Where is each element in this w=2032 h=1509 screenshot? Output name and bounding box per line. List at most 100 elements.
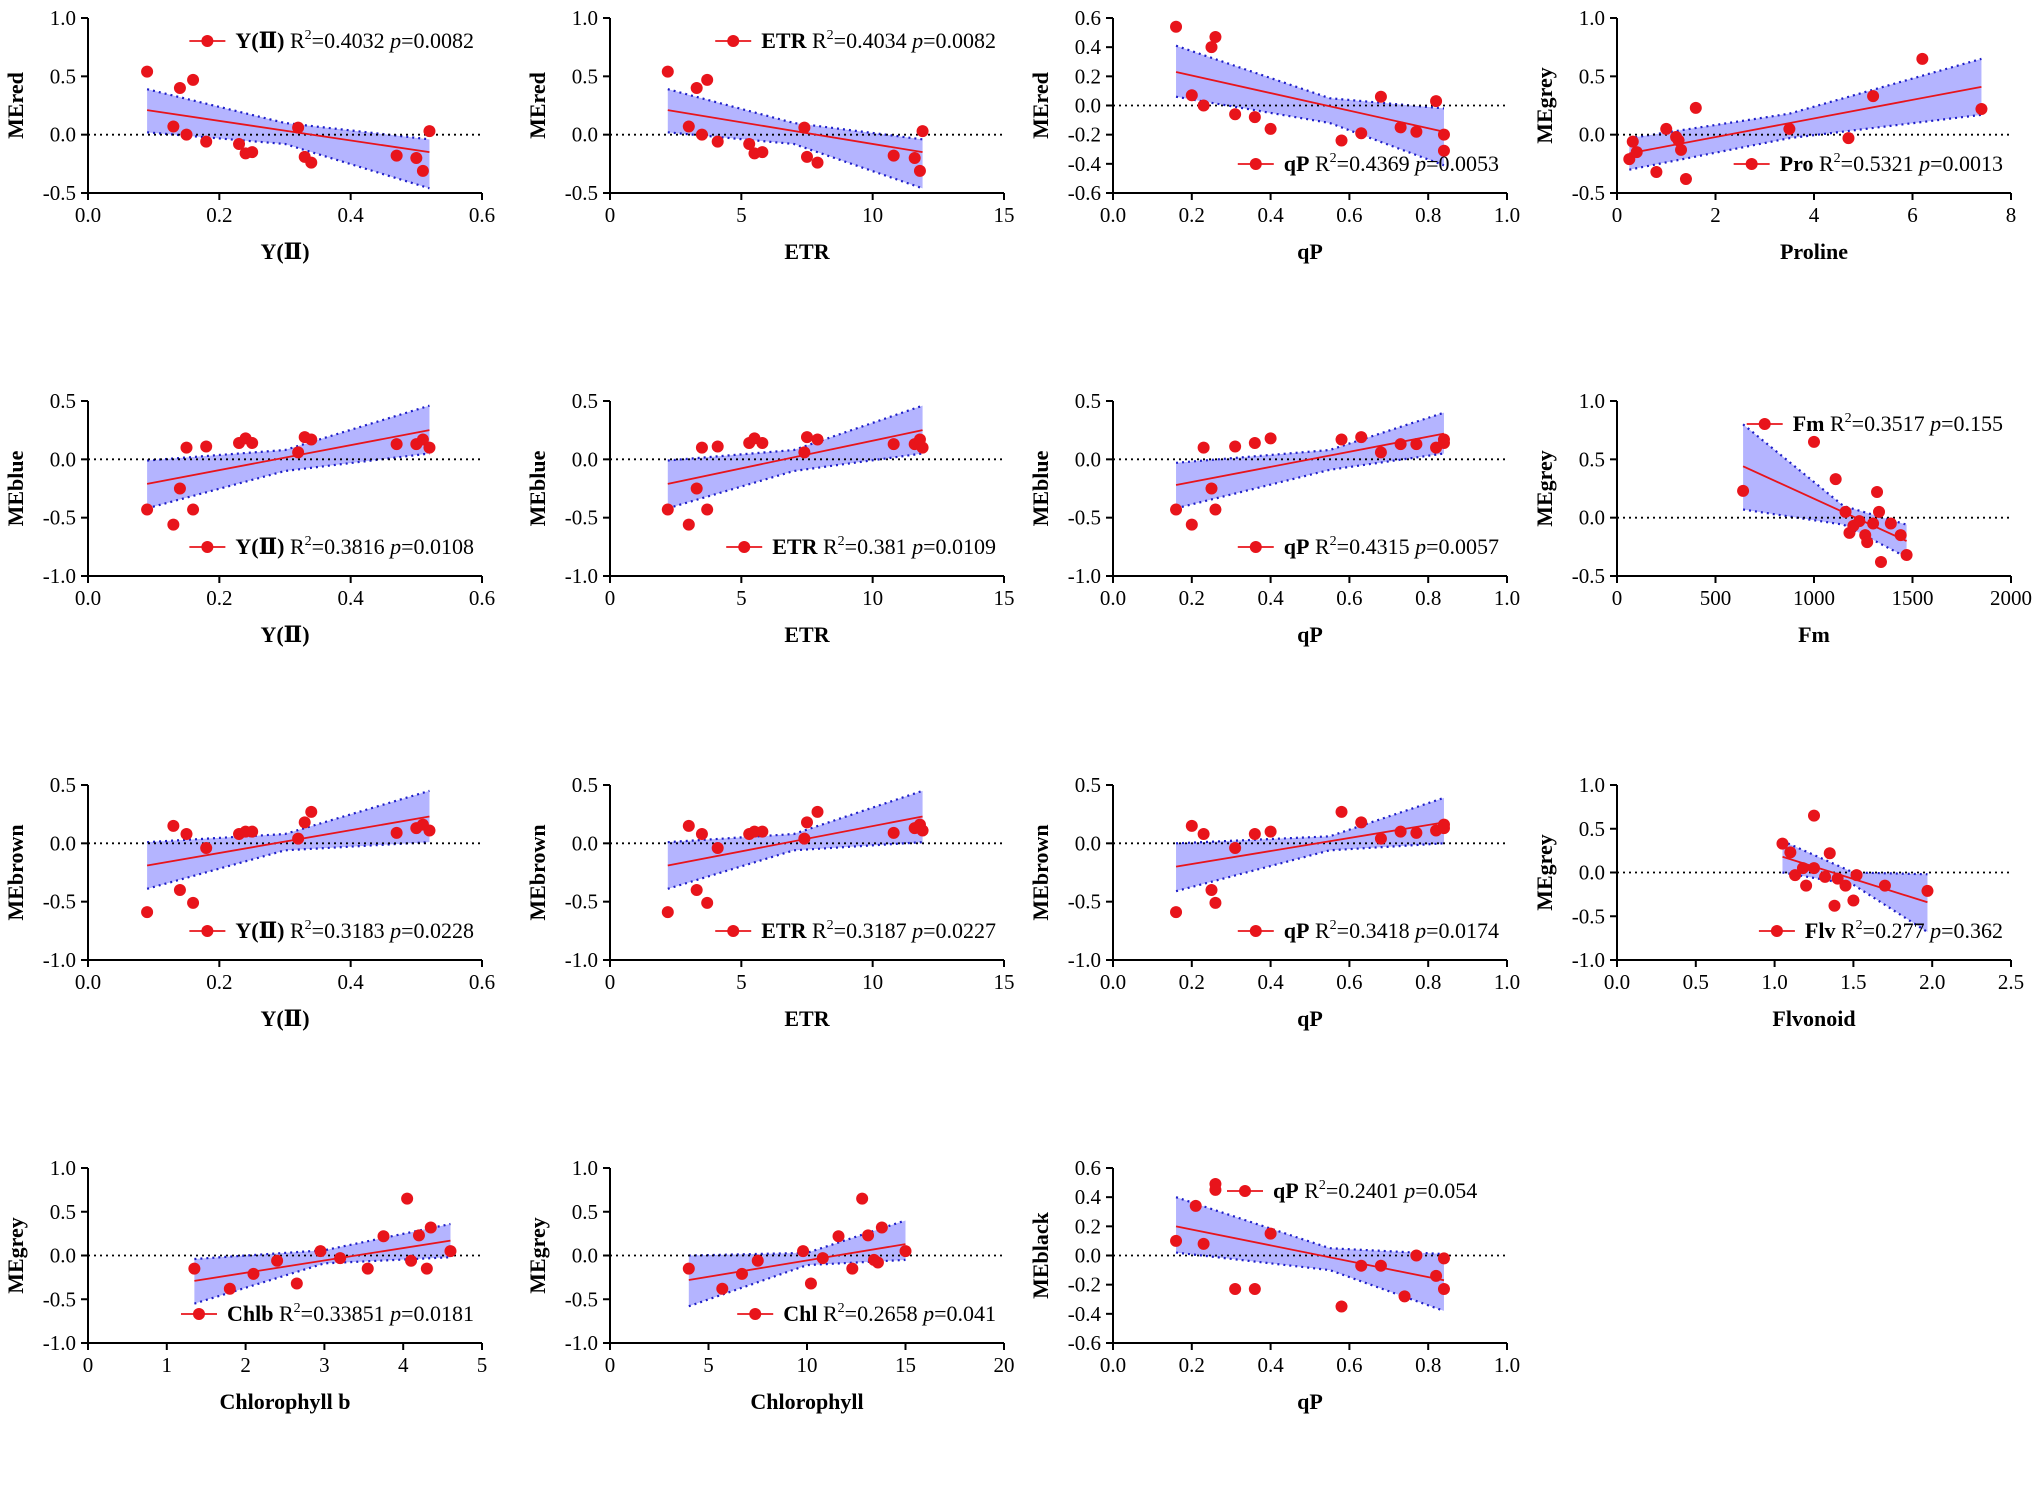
data-point (1871, 486, 1884, 498)
y-tick-label: 0.0 (50, 123, 76, 147)
band-upper-border (667, 789, 923, 844)
band-lower-border (1175, 452, 1445, 510)
y-tick-label: 0.5 (50, 64, 76, 88)
x-tick-label: 1000 (1793, 586, 1835, 610)
data-point (711, 842, 724, 854)
data-point (200, 440, 213, 453)
x-tick-label: 1 (162, 1353, 173, 1377)
data-point (292, 832, 305, 845)
legend-text: ETR R2=0.3187 p=0.0227 (761, 918, 996, 943)
regression-line (667, 429, 923, 485)
data-point (1626, 135, 1639, 148)
y-tick-label: 0.0 (50, 447, 76, 471)
y-tick-label: -1.0 (565, 564, 598, 588)
data-point (711, 440, 724, 453)
data-point (187, 503, 200, 516)
data-point (141, 503, 154, 516)
data-point (1197, 1237, 1210, 1250)
x-tick-label: 0.0 (75, 586, 101, 610)
data-point (743, 138, 756, 150)
legend-point-marker (1770, 925, 1783, 937)
data-point (735, 1267, 748, 1280)
x-tick-label: 0.4 (338, 970, 365, 994)
data-point (1355, 816, 1368, 829)
x-axis-label: Chlorophyll (750, 1389, 863, 1414)
legend: qP R2=0.2401 p=0.054 (1227, 1178, 1477, 1203)
x-tick-label: 0.2 (1179, 970, 1205, 994)
data-point (701, 503, 714, 516)
y-tick-label: -1.0 (43, 948, 76, 972)
data-point (1209, 30, 1222, 43)
x-axis-label: ETR (784, 1006, 830, 1031)
data-point (1430, 1269, 1443, 1282)
data-point (1842, 132, 1855, 145)
data-point (1355, 1259, 1368, 1272)
data-point (401, 1192, 414, 1205)
data-point (1437, 1252, 1450, 1265)
panel-15: -0.6 -0.4 -0.2 0.0 0.2 0.4 0.6 0.0 0.2 0.4 0.6 0.8 1… (1028, 1156, 1520, 1414)
x-tick-label: 4 (1809, 203, 1820, 227)
data-point (798, 121, 811, 134)
y-tick-label: 0.5 (50, 773, 76, 797)
data-point (1410, 438, 1423, 451)
data-point (305, 433, 318, 446)
regression-line (194, 1239, 451, 1282)
x-axis-label: Proline (1780, 239, 1848, 264)
x-axis-label: ETR (784, 622, 830, 647)
data-point (797, 1245, 810, 1258)
data-point (798, 832, 811, 845)
data-point (187, 73, 200, 86)
legend: Y(Ⅱ) R2=0.4032 p=0.0082 (189, 28, 474, 53)
data-point (1229, 440, 1242, 453)
data-point (416, 164, 429, 177)
y-tick-label: 0.0 (1075, 1244, 1101, 1268)
legend-text: qP R2=0.4315 p=0.0057 (1284, 534, 1499, 559)
data-point (1783, 122, 1796, 135)
data-point (690, 482, 703, 495)
y-axis-label: MEgrey (1532, 67, 1557, 144)
y-tick-label: 0.4 (1075, 1185, 1102, 1209)
data-point (1975, 103, 1988, 115)
y-tick-label: 0.0 (1075, 94, 1101, 118)
x-tick-label: 0.2 (1179, 1353, 1205, 1377)
x-tick-label: 0.4 (1257, 1353, 1284, 1377)
y-tick-label: 0.5 (1579, 64, 1605, 88)
data-point (1839, 505, 1852, 518)
data-point (1808, 435, 1820, 448)
data-point (200, 135, 213, 148)
band-upper-border (667, 88, 923, 141)
data-point (292, 121, 305, 134)
data-point (200, 842, 213, 854)
y-tick-label: 1.0 (50, 6, 76, 30)
x-tick-label: 0.0 (1100, 1353, 1126, 1377)
y-tick-label: -0.2 (1068, 1273, 1101, 1297)
data-point (661, 65, 674, 78)
y-tick-label: -0.5 (43, 181, 76, 205)
data-point (1847, 894, 1860, 907)
data-point (1229, 1283, 1242, 1296)
band-upper-border (1742, 423, 1907, 526)
data-point (1867, 90, 1880, 103)
data-point (811, 805, 824, 818)
x-tick-label: 6 (1907, 203, 1918, 227)
x-tick-label: 0 (1612, 203, 1623, 227)
legend-text: Y(Ⅱ) R2=0.3816 p=0.0108 (235, 534, 474, 559)
data-point (423, 125, 436, 138)
data-point (412, 1229, 425, 1242)
x-tick-label: 0 (605, 586, 616, 610)
data-point (390, 438, 403, 451)
data-point (1335, 134, 1348, 147)
regression-line (667, 815, 923, 867)
legend-point-marker (727, 35, 740, 47)
data-point (811, 433, 824, 446)
data-point (1205, 884, 1218, 896)
band-upper-border (147, 789, 430, 844)
data-point (1894, 529, 1907, 542)
data-point (1197, 441, 1210, 454)
x-tick-label: 10 (862, 586, 883, 610)
y-tick-label: -0.5 (565, 506, 598, 530)
y-tick-label: 1.0 (572, 1156, 598, 1180)
data-point (701, 896, 714, 909)
x-tick-label: 15 (994, 970, 1015, 994)
panel-6: -1.0 -0.5 0.0 0.5 0 5 10 15 ETR MEblue ETR R2=0.38… (525, 389, 1015, 647)
